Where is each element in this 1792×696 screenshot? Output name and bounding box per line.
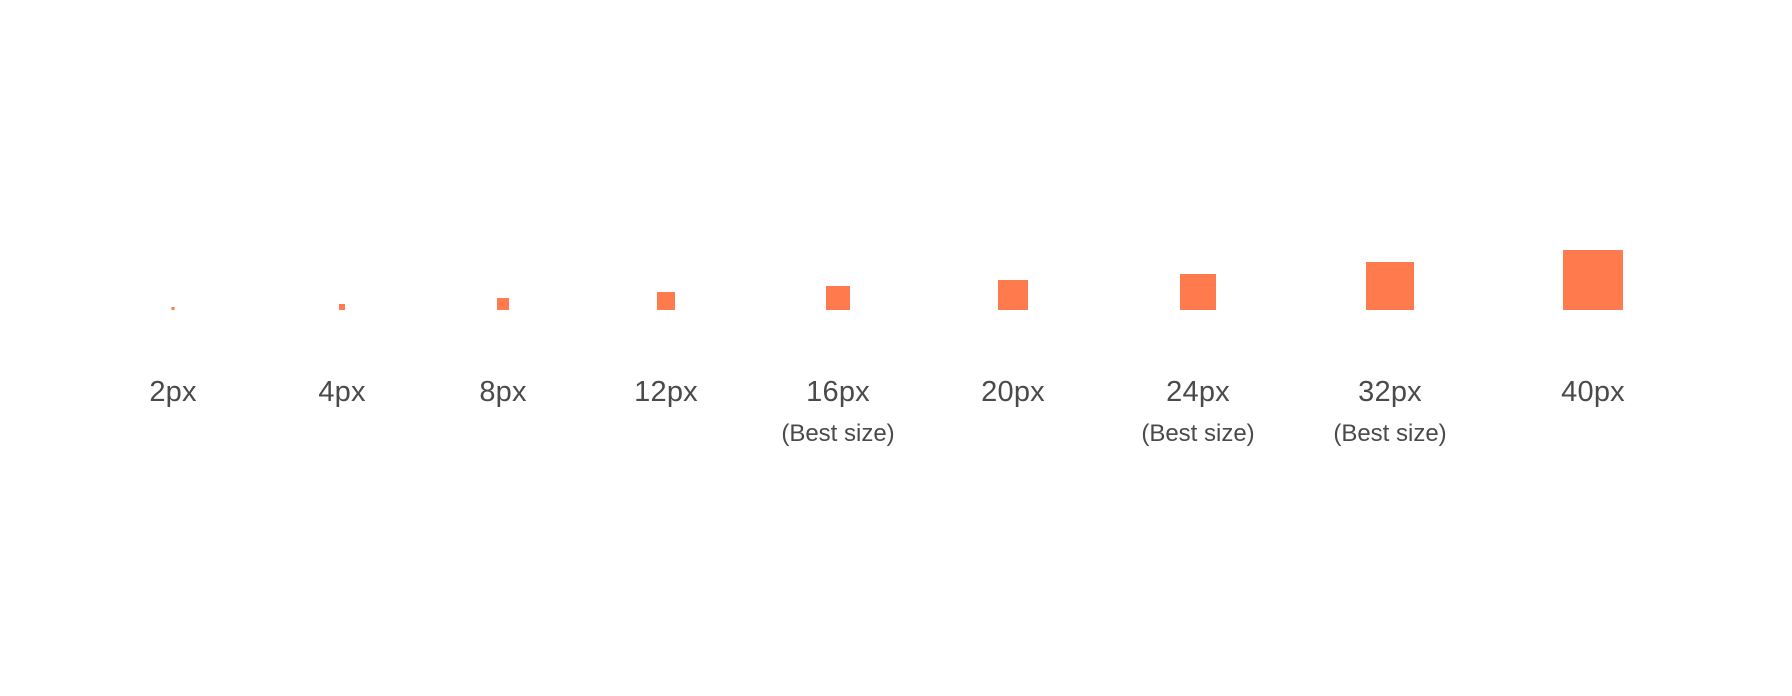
size-swatch	[1180, 274, 1216, 310]
size-swatch	[1563, 250, 1623, 310]
size-label: 8px	[479, 376, 527, 408]
size-swatch	[497, 298, 509, 310]
size-label: 40px	[1561, 376, 1625, 408]
size-label: 24px	[1166, 376, 1230, 408]
size-label: 4px	[318, 376, 366, 408]
size-swatch	[657, 292, 675, 310]
best-size-note: (Best size)	[1333, 420, 1447, 447]
size-label: 2px	[149, 376, 197, 408]
size-swatch	[1366, 262, 1414, 310]
size-swatch	[998, 280, 1028, 310]
size-label: 32px	[1358, 376, 1422, 408]
size-label: 20px	[981, 376, 1045, 408]
best-size-note: (Best size)	[1141, 420, 1255, 447]
size-label: 16px	[806, 376, 870, 408]
size-swatch	[826, 286, 850, 310]
best-size-note: (Best size)	[781, 420, 895, 447]
size-swatch	[339, 304, 345, 310]
size-label: 12px	[634, 376, 698, 408]
size-swatch	[171, 307, 175, 310]
